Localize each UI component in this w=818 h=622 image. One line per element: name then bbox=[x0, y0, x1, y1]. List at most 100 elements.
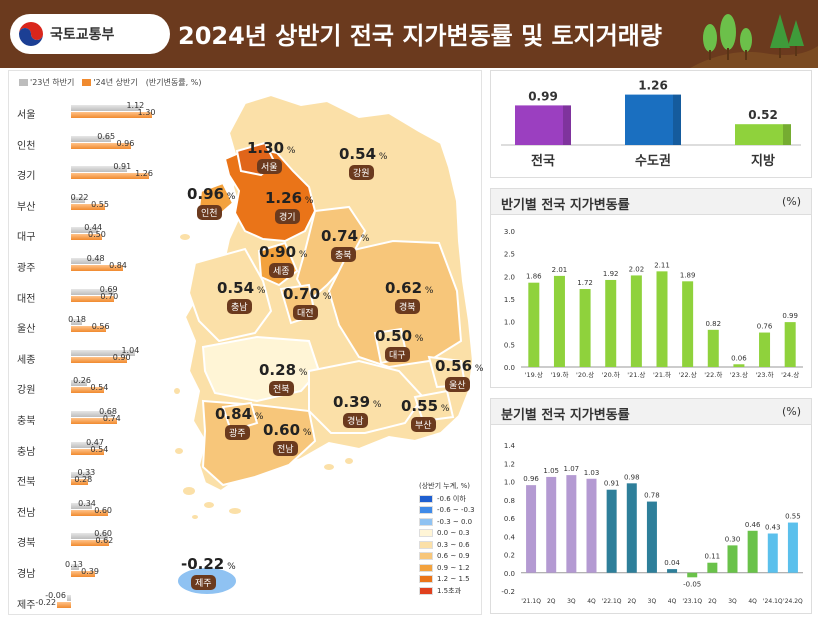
bar-value-label: 0.46 bbox=[745, 521, 761, 529]
summary-bar-shade bbox=[673, 94, 681, 145]
y-tick-label: 1.0 bbox=[504, 319, 515, 327]
map-busan bbox=[413, 389, 455, 423]
bar-value-label: 0.39 bbox=[81, 567, 99, 576]
bar-curr bbox=[71, 540, 110, 547]
bar-value-label: 1.86 bbox=[526, 273, 542, 281]
bar-value-label: 1.26 bbox=[135, 169, 153, 179]
x-tick-label: 3Q bbox=[567, 598, 576, 605]
x-tick-label: '21.상 bbox=[627, 370, 645, 379]
bar-value-label: 0.60 bbox=[94, 529, 112, 539]
x-tick-label: '20.하 bbox=[602, 370, 620, 379]
bar-value-label: 0.98 bbox=[624, 473, 640, 481]
quarter-bar bbox=[687, 572, 698, 578]
summary-panel: 0.99 전국 1.26 수도권 0.52 지방 bbox=[490, 70, 812, 178]
x-tick-label: '23.하 bbox=[755, 370, 773, 379]
half-year-title: 반기별 전국 지가변동률 bbox=[501, 198, 630, 213]
bar-prev bbox=[71, 196, 85, 203]
map-region-value: 0.28 % bbox=[259, 361, 308, 379]
map-gwangju bbox=[221, 401, 259, 433]
summary-bar-shade bbox=[783, 124, 791, 145]
y-tick-label: 0.6 bbox=[504, 515, 516, 523]
bar-value-label: 0.48 bbox=[86, 254, 105, 263]
bar-value-label: -0.05 bbox=[683, 580, 701, 588]
region-label: 경남 bbox=[17, 569, 36, 580]
bar-prev bbox=[71, 564, 80, 570]
map-region-value: 0.55 % bbox=[401, 397, 450, 415]
region-label: 울산 bbox=[17, 324, 36, 336]
map-legend-title: (상반기 누계, %) bbox=[419, 482, 470, 490]
map-legend-item: 0.9 ~ 1.2 bbox=[419, 562, 475, 574]
quarter-bar bbox=[566, 475, 577, 573]
summary-bar bbox=[515, 105, 571, 145]
bar-value-label: 2.02 bbox=[629, 265, 645, 273]
map-legend-item: -0.6 ~ -0.3 bbox=[419, 505, 475, 517]
quarter-bar bbox=[586, 478, 597, 573]
quarter-bar bbox=[646, 501, 657, 573]
half-year-bar bbox=[733, 364, 745, 367]
half-year-bar bbox=[656, 271, 668, 367]
map-legend-item: 0.0 ~ 0.3 bbox=[419, 528, 475, 540]
bar-value-label: 0.55 bbox=[785, 513, 801, 521]
bar-value-label: 1.05 bbox=[543, 467, 559, 475]
summary-category-label: 전국 bbox=[531, 153, 555, 169]
map-region-name: 대전 bbox=[293, 305, 318, 320]
taegeuk-logo-icon bbox=[19, 22, 43, 46]
summary-value-label: 1.26 bbox=[638, 79, 668, 93]
bar-curr bbox=[71, 265, 124, 271]
bar-curr bbox=[71, 387, 105, 394]
region-label: 충북 bbox=[17, 416, 36, 427]
bar-value-label: 0.65 bbox=[97, 131, 116, 141]
quarter-bar bbox=[787, 522, 798, 573]
bar-value-label: 0.62 bbox=[95, 536, 114, 546]
x-tick-label: 4Q bbox=[748, 598, 757, 605]
bar-curr bbox=[57, 601, 71, 608]
x-tick-label: '22.1Q bbox=[602, 598, 622, 605]
x-tick-label: 2Q bbox=[628, 598, 637, 605]
x-tick-label: '23.1Q bbox=[682, 598, 702, 605]
bar-value-label: 0.96 bbox=[523, 475, 539, 483]
bar-prev bbox=[71, 166, 128, 173]
bar-value-label: 0.26 bbox=[73, 376, 91, 386]
map-region-name: 부산 bbox=[411, 417, 436, 432]
region-label: 부산 bbox=[17, 201, 36, 213]
y-tick-label: 3.0 bbox=[504, 228, 515, 236]
bar-value-label: 0.74 bbox=[102, 414, 121, 423]
legend-curr: '24년 상반기 bbox=[82, 77, 138, 88]
y-tick-label: 0.8 bbox=[504, 497, 515, 505]
summary-bar bbox=[625, 94, 681, 145]
bar-prev bbox=[71, 411, 114, 417]
y-tick-label: 1.5 bbox=[504, 296, 515, 304]
x-tick-label: '22.상 bbox=[679, 370, 697, 379]
map-region-name: 울산 bbox=[445, 377, 470, 392]
bar-value-label: 0.70 bbox=[100, 291, 119, 301]
map-region-value: -0.22 % bbox=[181, 555, 236, 573]
quarter-bar bbox=[606, 489, 617, 573]
region-label: 인천 bbox=[17, 140, 36, 152]
map-region-name: 경남 bbox=[343, 413, 368, 428]
bar-curr bbox=[71, 112, 152, 118]
bar-value-label: 0.50 bbox=[88, 230, 106, 240]
quarter-bar bbox=[707, 562, 718, 573]
bar-value-label: 0.54 bbox=[90, 444, 109, 454]
bar-prev bbox=[71, 135, 112, 142]
bar-value-label: 0.84 bbox=[109, 261, 127, 270]
half-year-unit: (%) bbox=[781, 195, 801, 208]
map-region-name: 대구 bbox=[385, 347, 410, 362]
map-region-name: 광주 bbox=[225, 425, 250, 440]
half-year-bar bbox=[759, 332, 771, 367]
bar-value-label: 0.76 bbox=[757, 323, 773, 331]
bar-value-label: 0.34 bbox=[78, 498, 96, 508]
bar-value-label: 0.30 bbox=[725, 535, 741, 543]
bar-value-label: 1.30 bbox=[137, 108, 156, 117]
bar-prev bbox=[71, 258, 101, 264]
bar-value-label: 0.13 bbox=[65, 560, 83, 569]
summary-category-label: 지방 bbox=[751, 153, 775, 169]
bar-value-label: 0.90 bbox=[112, 352, 131, 362]
half-year-bar bbox=[528, 282, 540, 367]
quarter-bar bbox=[626, 483, 637, 573]
map-region-value: 0.96 % bbox=[187, 185, 236, 203]
bar-curr bbox=[71, 479, 89, 486]
map-legend-item: 1.5초과 bbox=[419, 585, 475, 597]
bar-value-label: 0.22 bbox=[70, 192, 89, 202]
map-legend-item: -0.6 이하 bbox=[419, 493, 475, 505]
